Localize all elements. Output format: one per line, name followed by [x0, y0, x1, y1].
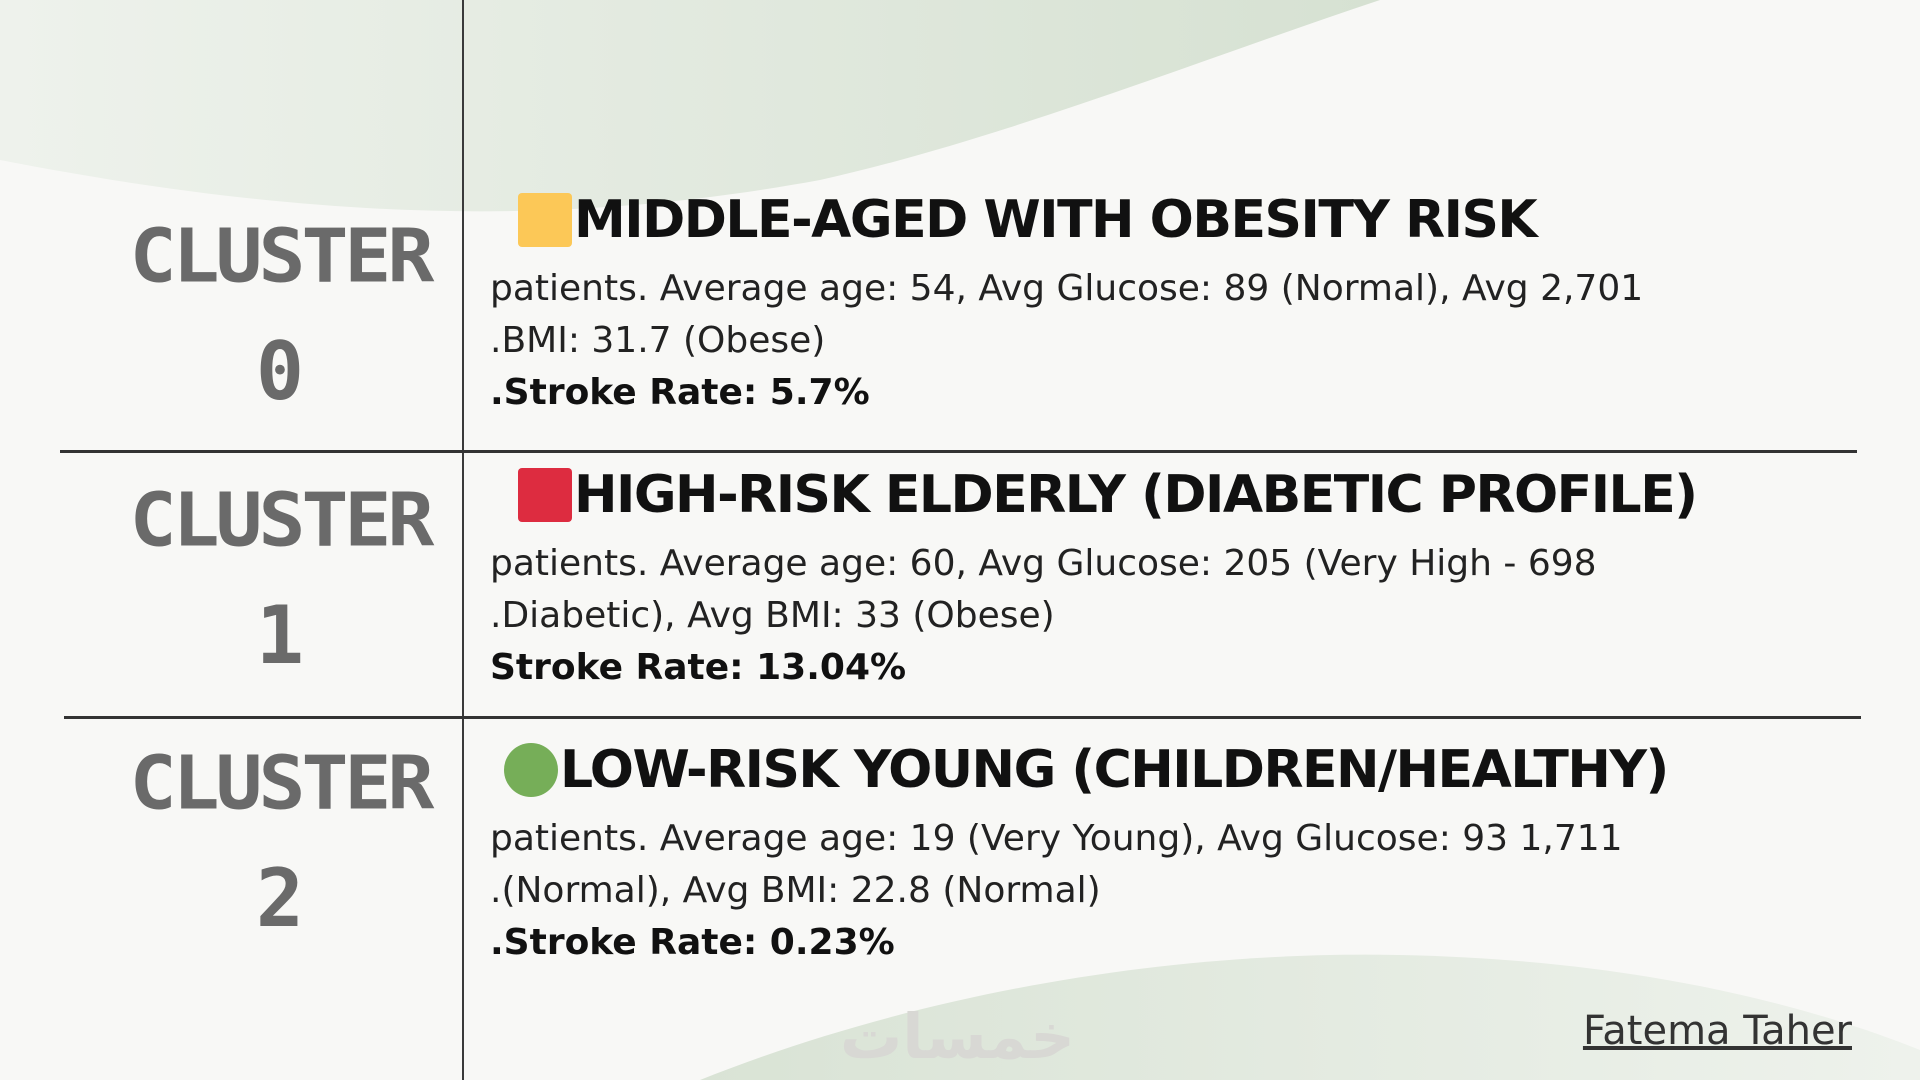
cluster-2-line-2: .(Normal), Avg BMI: 22.8 (Normal)	[490, 870, 1101, 911]
cluster-0-label: CLUSTER 0	[120, 218, 440, 412]
cluster-2-label: CLUSTER 2	[120, 745, 440, 939]
cluster-1-line-2: .Diabetic), Avg BMI: 33 (Obese)	[490, 595, 1055, 636]
cluster-2-title: LOW-RISK YOUNG (CHILDREN/HEALTHY)	[560, 740, 1669, 800]
cluster-number: 0	[255, 325, 305, 418]
red-square-icon	[518, 468, 572, 522]
row-divider-1	[60, 450, 1857, 453]
cluster-1-label: CLUSTER 1	[120, 482, 440, 676]
cluster-word: CLUSTER	[129, 214, 435, 300]
cluster-0-heading: MIDDLE-AGED WITH OBESITY RISK	[490, 185, 1870, 255]
cluster-word: CLUSTER	[129, 741, 435, 827]
cluster-word: CLUSTER	[129, 478, 435, 564]
cluster-2-content: LOW-RISK YOUNG (CHILDREN/HEALTHY) patien…	[490, 735, 1870, 969]
cluster-1-content: HIGH-RISK ELDERLY (DIABETIC PROFILE) pat…	[490, 460, 1870, 694]
cluster-number: 1	[255, 589, 305, 682]
yellow-square-icon	[518, 193, 572, 247]
green-circle-icon	[504, 743, 558, 797]
cluster-1-line-1: patients. Average age: 60, Avg Glucose: …	[490, 543, 1597, 584]
cluster-1-heading: HIGH-RISK ELDERLY (DIABETIC PROFILE)	[490, 460, 1870, 530]
cluster-1-stroke-rate: Stroke Rate: 13.04%	[490, 647, 907, 688]
cluster-1-title: HIGH-RISK ELDERLY (DIABETIC PROFILE)	[574, 465, 1698, 525]
cluster-0-stroke-rate: .Stroke Rate: 5.7%	[490, 372, 870, 413]
cluster-2-line-1: patients. Average age: 19 (Very Young), …	[490, 818, 1623, 859]
cluster-0-line-1: patients. Average age: 54, Avg Glucose: …	[490, 268, 1644, 309]
vertical-divider	[462, 0, 464, 1080]
cluster-2-stroke-rate: .Stroke Rate: 0.23%	[490, 922, 895, 963]
cluster-2-heading: LOW-RISK YOUNG (CHILDREN/HEALTHY)	[490, 735, 1870, 805]
cluster-0-content: MIDDLE-AGED WITH OBESITY RISK patients. …	[490, 185, 1870, 419]
author-link[interactable]: Fatema Taher	[1582, 1008, 1852, 1054]
cluster-number: 2	[255, 852, 305, 945]
cluster-0-line-2: .BMI: 31.7 (Obese)	[490, 320, 826, 361]
row-divider-2	[64, 716, 1861, 719]
watermark-logo: خمسات	[840, 1000, 1075, 1073]
cluster-0-title: MIDDLE-AGED WITH OBESITY RISK	[574, 190, 1538, 250]
